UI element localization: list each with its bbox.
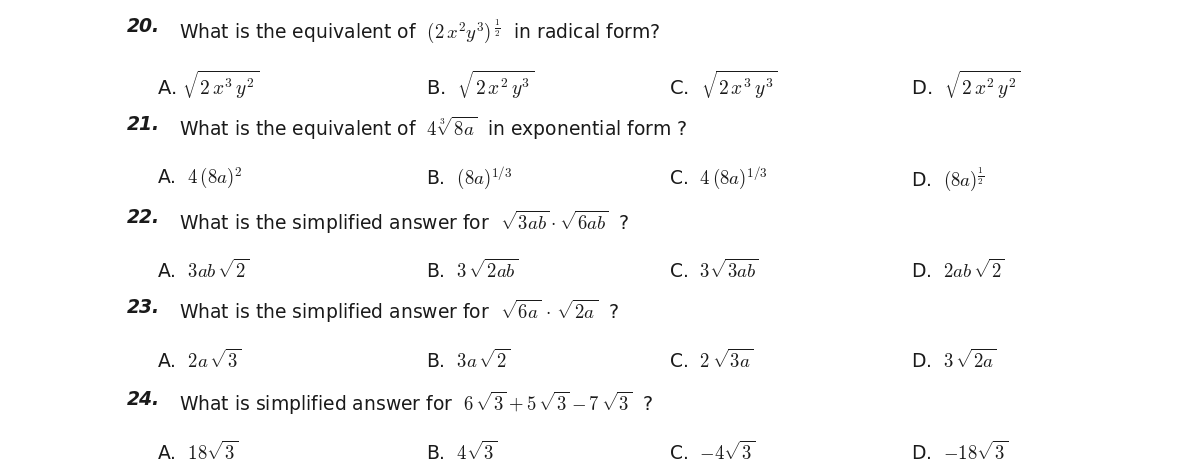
Text: B.  $\sqrt{2\,x^2\,y^3}$: B. $\sqrt{2\,x^2\,y^3}$ [426,68,535,100]
Text: C.  $3\sqrt{3ab}$: C. $3\sqrt{3ab}$ [670,259,760,283]
Text: D.  $-18\sqrt{3}$: D. $-18\sqrt{3}$ [911,441,1008,461]
Text: What is the simplified answer for  $\sqrt{6a} \,\cdot\, \sqrt{2a}$  ?: What is the simplified answer for $\sqrt… [179,298,618,325]
Text: 21.: 21. [127,115,161,134]
Text: 23.: 23. [127,298,161,317]
Text: What is the simplified answer for  $\sqrt{3ab} \cdot \sqrt{6ab}$  ?: What is the simplified answer for $\sqrt… [179,208,629,236]
Text: What is the equivalent of  $4\,\sqrt[3]{8a}$  in exponential form ?: What is the equivalent of $4\,\sqrt[3]{8… [179,115,688,142]
Text: A.  $18\sqrt{3}$: A. $18\sqrt{3}$ [157,441,238,461]
Text: B.  $4\sqrt{3}$: B. $4\sqrt{3}$ [426,441,498,461]
Text: D.  $3\,\sqrt{2a}$: D. $3\,\sqrt{2a}$ [911,349,997,372]
Text: C.  $4\,( 8a )^{1/3}$: C. $4\,( 8a )^{1/3}$ [670,165,768,192]
Text: A.  $4\,( 8a )^2$: A. $4\,( 8a )^2$ [157,165,242,190]
Text: C.  $\sqrt{2\,x^3\,y^3}$: C. $\sqrt{2\,x^3\,y^3}$ [670,68,778,100]
Text: What is simplified answer for  $6\,\sqrt{3} + 5\,\sqrt{3} - 7\,\sqrt{3}$  ?: What is simplified answer for $6\,\sqrt{… [179,390,653,417]
Text: A.  $2a\,\sqrt{3}$: A. $2a\,\sqrt{3}$ [157,349,241,372]
Text: C.  $-4\sqrt{3}$: C. $-4\sqrt{3}$ [670,441,756,461]
Text: A.  $3ab\,\sqrt{2}$: A. $3ab\,\sqrt{2}$ [157,259,250,283]
Text: C.  $2\,\sqrt{3a}$: C. $2\,\sqrt{3a}$ [670,349,754,372]
Text: 20.: 20. [127,17,161,36]
Text: D.  $( 8a )^{\frac{1}{2}}$: D. $( 8a )^{\frac{1}{2}}$ [911,165,985,193]
Text: B.  $( 8a )^{1/3}$: B. $( 8a )^{1/3}$ [426,165,512,192]
Text: B.  $3\,\sqrt{2ab}$: B. $3\,\sqrt{2ab}$ [426,259,518,283]
Text: D.  $2ab\,\sqrt{2}$: D. $2ab\,\sqrt{2}$ [911,259,1006,283]
Text: A. $\sqrt{2\,x^3\,y^2}$: A. $\sqrt{2\,x^3\,y^2}$ [157,68,259,100]
Text: B.  $3a\,\sqrt{2}$: B. $3a\,\sqrt{2}$ [426,349,511,372]
Text: 22.: 22. [127,208,161,227]
Text: 24.: 24. [127,390,161,409]
Text: D.  $\sqrt{2\,x^2\,y^2}$: D. $\sqrt{2\,x^2\,y^2}$ [911,68,1021,100]
Text: What is the equivalent of  $( 2\,x^2y^3 )^{\,\frac{1}{2}}$  in radical form?: What is the equivalent of $( 2\,x^2y^3 )… [179,17,660,45]
